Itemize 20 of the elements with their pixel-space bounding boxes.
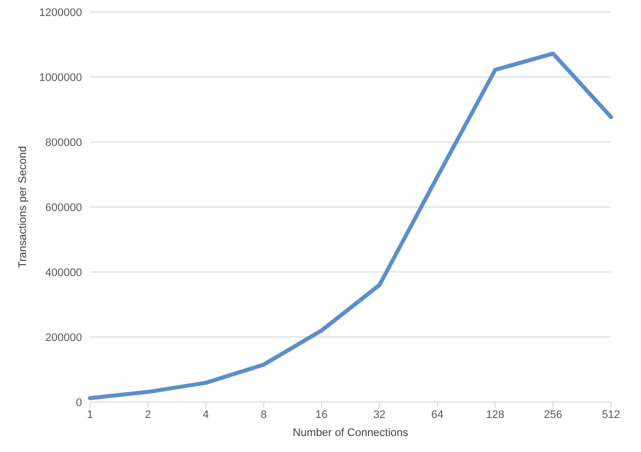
x-tick-label: 128 bbox=[486, 408, 504, 421]
y-axis-title: Transactions per Second bbox=[16, 146, 29, 268]
y-tick-label: 400000 bbox=[45, 266, 82, 279]
x-tick-label: 1 bbox=[86, 408, 94, 421]
y-tick-label: 0 bbox=[76, 396, 82, 409]
x-tick-label: 512 bbox=[602, 408, 620, 421]
x-tick-label: 32 bbox=[373, 408, 386, 421]
x-tick-label: 2 bbox=[144, 408, 151, 421]
line-series bbox=[88, 52, 613, 400]
x-tick-label: 4 bbox=[202, 408, 209, 421]
x-tick-label: 8 bbox=[260, 408, 267, 421]
y-tick-label: 1200000 bbox=[39, 6, 82, 19]
y-tick-label: 1000000 bbox=[39, 72, 82, 84]
x-axis-title: Number of Connections bbox=[292, 427, 409, 439]
x-tick-label: 64 bbox=[431, 408, 444, 421]
y-tick-label: 800000 bbox=[45, 136, 82, 149]
y-tick-label: 200000 bbox=[45, 332, 82, 344]
x-tick-label: 16 bbox=[315, 408, 328, 421]
x-tick-label: 256 bbox=[544, 408, 562, 421]
y-tick-label: 600000 bbox=[45, 202, 82, 214]
